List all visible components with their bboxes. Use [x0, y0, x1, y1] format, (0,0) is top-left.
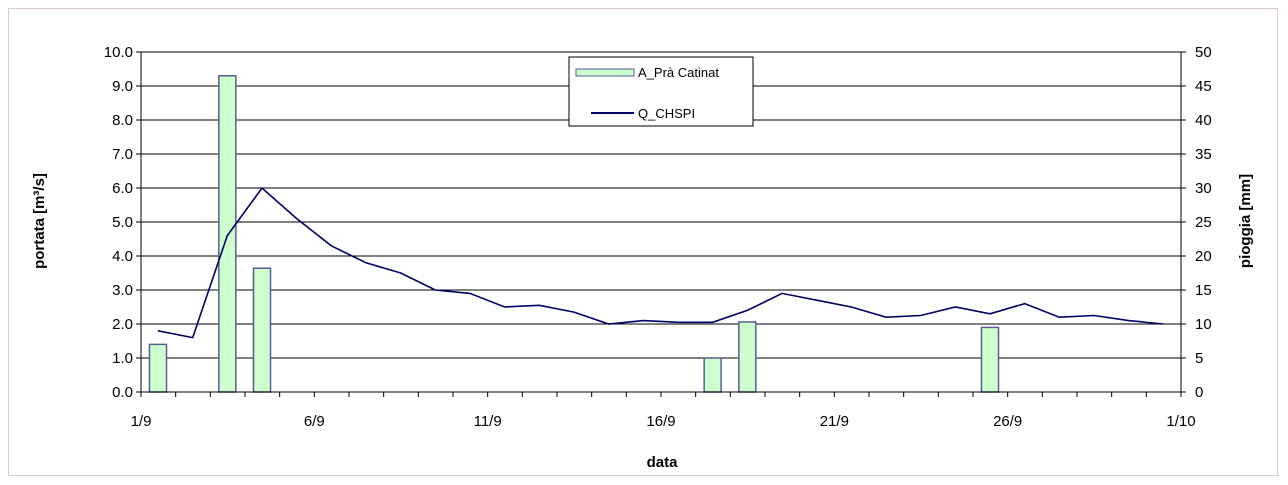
x-axis-title: data	[647, 454, 679, 471]
x-tick-label: 11/9	[474, 413, 502, 430]
y-tick-label-right: 30	[1195, 180, 1212, 197]
bar	[252, 267, 272, 393]
bar	[980, 326, 1000, 393]
y-axis-title-right: pioggia [mm]	[1237, 174, 1254, 268]
y-tick-label-left: 8.0	[112, 112, 133, 129]
y-tick-label-left: 3.0	[112, 282, 133, 299]
y-axis-title-left: portata [m³/s]	[31, 173, 48, 269]
y-tick-label-left: 6.0	[112, 180, 133, 197]
y-tick-label-left: 1.0	[112, 350, 133, 367]
y-tick-label-left: 10.0	[104, 44, 133, 61]
x-tick-label: 1/10	[1166, 413, 1195, 430]
legend-label-bar: A_Prà Catinat	[638, 65, 719, 80]
y-tick-label-right: 20	[1195, 248, 1212, 265]
y-tick-label-right: 0	[1195, 384, 1203, 401]
x-tick-label: 21/9	[820, 413, 849, 430]
bar-series-group	[148, 75, 1000, 393]
legend-swatch-bar	[575, 68, 635, 77]
line-series-group	[157, 186, 1164, 339]
y-tick-label-left: 2.0	[112, 316, 133, 333]
bar	[148, 343, 168, 393]
y-tick-label-right: 25	[1195, 214, 1212, 231]
y-tick-label-left: 7.0	[112, 146, 133, 163]
y-tick-label-left: 5.0	[112, 214, 133, 231]
y-tick-label-left: 0.0	[112, 384, 133, 401]
legend: A_Prà Catinat Q_CHSPI	[568, 56, 754, 127]
bar	[218, 75, 237, 393]
x-tick-label: 26/9	[993, 413, 1022, 430]
y-tick-label-right: 40	[1195, 112, 1212, 129]
y-tick-label-right: 5	[1195, 350, 1203, 367]
x-tick-label: 16/9	[646, 413, 675, 430]
y-tick-label-right: 15	[1195, 282, 1212, 299]
line-q-chspi	[157, 186, 1164, 339]
axes-group	[136, 51, 1186, 397]
bar	[703, 357, 722, 393]
y-tick-label-left: 9.0	[112, 78, 133, 95]
y-tick-label-right: 50	[1195, 44, 1212, 61]
tick-labels-group: 0.0 1.0 2.0 3.0 4.0 5.0 6.0 7.0 8.0 9.0 10.0 0 5 10 15…	[104, 44, 1212, 430]
y-tick-label-right: 45	[1195, 78, 1212, 95]
x-tick-label: 1/9	[131, 413, 152, 430]
y-tick-label-right: 35	[1195, 146, 1212, 163]
x-tick-label: 6/9	[304, 413, 325, 430]
y-tick-label-right: 10	[1195, 316, 1212, 333]
y-tick-label-left: 4.0	[112, 248, 133, 265]
bar	[738, 321, 757, 393]
legend-label-line: Q_CHSPI	[638, 106, 695, 121]
